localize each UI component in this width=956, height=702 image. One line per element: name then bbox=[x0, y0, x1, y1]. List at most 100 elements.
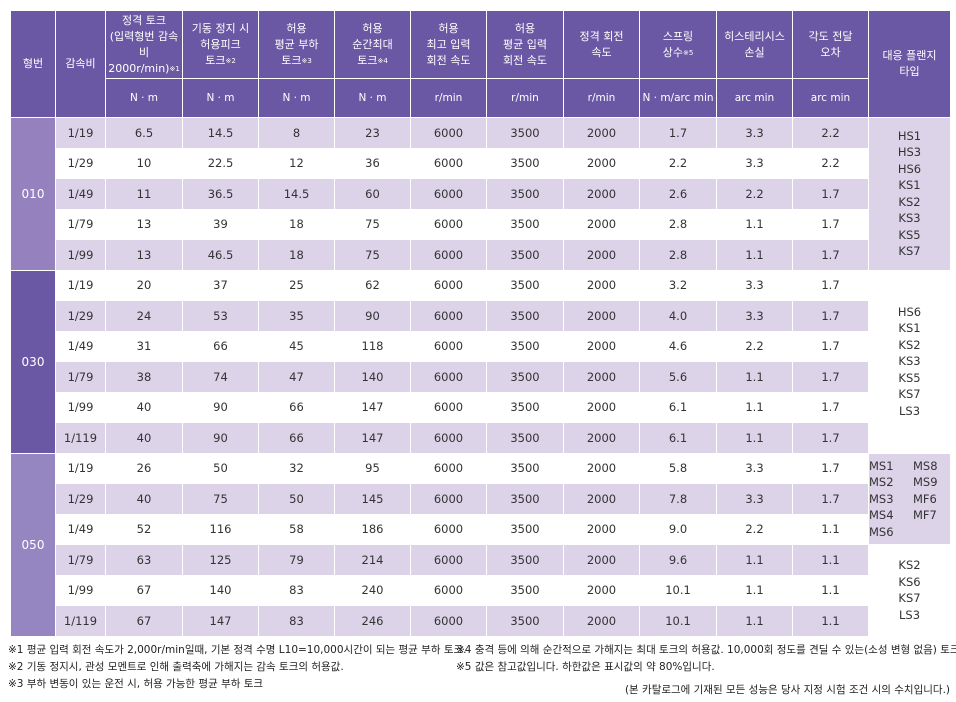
header-model: 형번 bbox=[10, 10, 56, 118]
header-title-line: (입력형번 감속비 bbox=[109, 29, 179, 59]
value-cell: 35 bbox=[258, 300, 335, 332]
value-cell: 3.3 bbox=[716, 300, 793, 332]
footnotes-left: ※1 평균 입력 회전 속도가 2,000r/min일때, 기본 정격 수명 L… bbox=[8, 642, 466, 693]
value-cell: 24 bbox=[105, 300, 183, 332]
value-cell: 1.1 bbox=[716, 208, 793, 240]
value-cell: 67 bbox=[105, 605, 183, 637]
value-cell: 6.1 bbox=[639, 422, 717, 454]
value-cell: 3500 bbox=[486, 147, 564, 179]
value-cell: 6000 bbox=[410, 269, 487, 301]
value-cell: 40 bbox=[105, 422, 183, 454]
header-unit: N · m bbox=[105, 78, 183, 118]
header-unit: r/min bbox=[410, 78, 487, 118]
ratio-cell: 1/99 bbox=[55, 239, 106, 271]
header-title-line: 최고 입력 bbox=[426, 37, 471, 51]
value-cell: 10.1 bbox=[639, 574, 717, 606]
value-cell: 1.1 bbox=[792, 513, 869, 545]
table-row: 1/79 63 125 79 214 6000 3500 2000 9.6 1.1 1.1 KS2 KS… bbox=[11, 544, 951, 637]
value-cell: 40 bbox=[105, 483, 183, 515]
flange-types-cell: HS6 KS1 KS2 KS3 KS5 KS7 LS3 bbox=[868, 269, 951, 454]
flange-types-cell: KS2 KS6 KS7 LS3 bbox=[868, 544, 951, 637]
value-cell: 66 bbox=[182, 330, 259, 362]
ratio-cell: 1/49 bbox=[55, 178, 106, 210]
header-title-line: 평균 입력 bbox=[503, 37, 547, 51]
flange-type: KS7 bbox=[898, 387, 921, 402]
value-cell: 23 bbox=[334, 117, 411, 149]
flange-type: KS7 bbox=[898, 244, 921, 259]
value-cell: 3500 bbox=[486, 391, 564, 423]
value-cell: 6000 bbox=[410, 605, 487, 637]
ratio-cell: 1/19 bbox=[55, 117, 106, 149]
value-cell: 145 bbox=[334, 483, 411, 515]
ratio-cell: 1/49 bbox=[55, 330, 106, 362]
ratio-cell: 1/99 bbox=[55, 391, 106, 423]
value-cell: 8 bbox=[258, 117, 335, 149]
header-col-3: 허용 순간최대 토크※4 bbox=[334, 10, 411, 79]
ratio-cell: 1/99 bbox=[55, 574, 106, 606]
value-cell: 2000 bbox=[563, 269, 640, 301]
value-cell: 74 bbox=[182, 361, 259, 393]
header-unit: N · m bbox=[334, 78, 411, 118]
value-cell: 2000 bbox=[563, 117, 640, 149]
value-cell: 67 bbox=[105, 574, 183, 606]
value-cell: 2.2 bbox=[716, 330, 793, 362]
value-cell: 1.7 bbox=[792, 483, 869, 515]
header-col-2: 허용 평균 부하 토크※3 bbox=[258, 10, 335, 79]
value-cell: 1.7 bbox=[792, 330, 869, 362]
value-cell: 11 bbox=[105, 178, 183, 210]
value-cell: 40 bbox=[105, 391, 183, 423]
value-cell: 2.8 bbox=[639, 239, 717, 271]
flange-type: LS3 bbox=[898, 607, 921, 622]
header-col-8: 히스테리시스 손실 bbox=[716, 10, 793, 79]
value-cell: 6000 bbox=[410, 574, 487, 606]
value-cell: 2000 bbox=[563, 483, 640, 515]
header-unit: arc min bbox=[716, 78, 793, 118]
value-cell: 10.1 bbox=[639, 605, 717, 637]
value-cell: 90 bbox=[182, 391, 259, 423]
value-cell: 147 bbox=[334, 422, 411, 454]
spec-table-container: 형번 감속비 정격 토크 (입력형번 감속비 2000r/min)※1 기동 정지 시… bbox=[10, 10, 951, 637]
ratio-cell: 1/79 bbox=[55, 208, 106, 240]
value-cell: 1.7 bbox=[792, 452, 869, 484]
value-cell: 18 bbox=[258, 239, 335, 271]
value-cell: 9.6 bbox=[639, 544, 717, 576]
value-cell: 2.6 bbox=[639, 178, 717, 210]
header-title-line: 2000r/min) bbox=[108, 61, 170, 75]
value-cell: 6.5 bbox=[105, 117, 183, 149]
value-cell: 3500 bbox=[486, 544, 564, 576]
flange-type: KS5 bbox=[898, 370, 921, 385]
header-title-line: 속도 bbox=[591, 45, 612, 59]
header-unit: N · m/arc min bbox=[639, 78, 717, 118]
spec-table: 형번 감속비 정격 토크 (입력형번 감속비 2000r/min)※1 기동 정지 시… bbox=[10, 10, 951, 637]
flange-type: MF7 bbox=[913, 508, 937, 522]
header-unit: r/min bbox=[486, 78, 564, 118]
value-cell: 75 bbox=[334, 208, 411, 240]
footnote-ref: ※2 bbox=[225, 56, 236, 65]
value-cell: 140 bbox=[182, 574, 259, 606]
value-cell: 1.1 bbox=[716, 605, 793, 637]
footnote-ref: ※4 bbox=[377, 56, 388, 65]
value-cell: 1.7 bbox=[792, 269, 869, 301]
value-cell: 3.3 bbox=[716, 269, 793, 301]
header-title-line: 손실 bbox=[744, 45, 765, 59]
value-cell: 58 bbox=[258, 513, 335, 545]
table-row: 1/79 38 74 47 140 6000 3500 2000 5.6 1.1 1.7 bbox=[11, 361, 951, 393]
value-cell: 6000 bbox=[410, 452, 487, 484]
value-cell: 3500 bbox=[486, 483, 564, 515]
value-cell: 32 bbox=[258, 452, 335, 484]
table-row: 1/49 52 116 58 186 6000 3500 2000 9.0 2.2 1.1 bbox=[11, 513, 951, 545]
table-row: 1/99 13 46.5 18 75 6000 3500 2000 2.8 1.1 1.7 bbox=[11, 239, 951, 271]
value-cell: 45 bbox=[258, 330, 335, 362]
value-cell: 79 bbox=[258, 544, 335, 576]
value-cell: 3.2 bbox=[639, 269, 717, 301]
value-cell: 66 bbox=[258, 391, 335, 423]
header-title-line: 기동 정지 시 bbox=[191, 21, 250, 35]
header-title-line: 각도 전달 bbox=[808, 29, 853, 43]
value-cell: 3500 bbox=[486, 605, 564, 637]
header-title-line: 허용 bbox=[286, 21, 307, 35]
value-cell: 3500 bbox=[486, 208, 564, 240]
value-cell: 147 bbox=[182, 605, 259, 637]
value-cell: 3.3 bbox=[716, 147, 793, 179]
value-cell: 2.2 bbox=[792, 147, 869, 179]
value-cell: 2000 bbox=[563, 147, 640, 179]
